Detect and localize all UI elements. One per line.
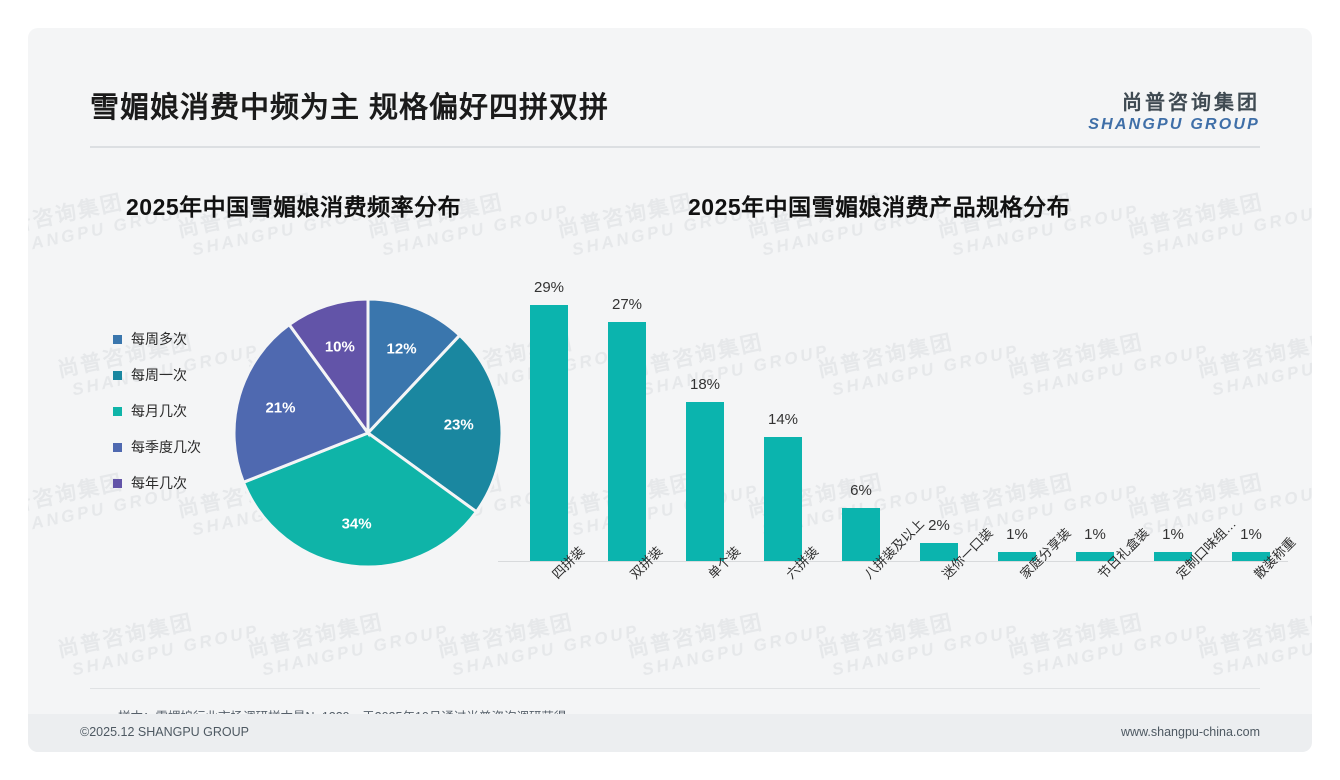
bar-value-label: 1%	[1006, 526, 1028, 544]
pie-slice-value-label: 21%	[265, 400, 295, 417]
footnote-divider	[90, 688, 1260, 689]
bar-chart-column: 1% 家庭分享装	[978, 278, 1074, 582]
legend-color-swatch	[113, 442, 122, 452]
bar-value-label: 2%	[928, 517, 950, 535]
pie-slice[interactable]	[366, 297, 462, 437]
bar-value-label: 14%	[767, 411, 799, 429]
legend-item-label: 每季度几次	[131, 439, 201, 455]
bar-chart-column: 6% 八拼装及以上	[822, 278, 927, 582]
pie-chart-graphic: 12% 23% 34% 21% 10%	[223, 288, 513, 578]
bar-value-label: 18%	[689, 375, 721, 393]
pie-slice-value-label: 34%	[342, 515, 372, 532]
bar-rect[interactable]	[1232, 552, 1270, 561]
bar-rect[interactable]	[686, 401, 724, 561]
pie-legend-item[interactable]: 每年几次	[113, 465, 253, 501]
legend-color-swatch	[113, 334, 122, 344]
legend-item-label: 每周一次	[131, 367, 187, 383]
bar-value-label: 29%	[533, 278, 565, 296]
pie-slice-value-label: 12%	[387, 340, 417, 357]
bar-chart-column: 29% 四拼装	[510, 278, 588, 582]
bar-chart-axis-line	[498, 561, 1288, 562]
bar-rect[interactable]	[764, 437, 802, 561]
header-divider	[90, 146, 1260, 148]
legend-color-swatch	[113, 406, 122, 416]
logo-english-text: SHANGPU GROUP	[1088, 116, 1260, 133]
bar-value-label: 27%	[611, 296, 643, 314]
pie-legend-item[interactable]: 每月几次	[113, 393, 253, 429]
bar-value-label: 1%	[1240, 526, 1262, 544]
website-link[interactable]: www.shangpu-china.com	[1121, 725, 1260, 739]
pie-slice[interactable]	[232, 322, 371, 485]
pie-slice[interactable]	[241, 431, 479, 569]
legend-color-swatch	[113, 478, 122, 488]
pie-legend: 每周多次每周一次每月几次每季度几次每年几次	[113, 321, 253, 501]
brand-logo: 尚普咨询集团 SHANGPU GROUP	[1088, 86, 1260, 134]
bar-value-label: 1%	[1084, 526, 1106, 544]
bar-rect[interactable]	[530, 304, 568, 561]
slide-footer: ©2025.12 SHANGPU GROUP www.shangpu-china…	[28, 714, 1312, 752]
bar-value-label: 6%	[850, 481, 872, 499]
bar-chart-column: 1% 节日礼盒装	[1056, 278, 1152, 582]
bar-chart-panel: 29% 四拼装 27% 双拼装 18% 单个装 14% 六拼装 6% 八拼装及以上 2% 迷你一口装 1…	[498, 278, 1299, 648]
bar-rect[interactable]	[920, 543, 958, 561]
bar-chart-column: 27% 双拼装	[588, 278, 666, 582]
bar-chart-column: 14% 六拼装	[744, 278, 822, 582]
pie-slice[interactable]	[365, 333, 504, 514]
pie-chart-panel: 每周多次每周一次每月几次每季度几次每年几次 12% 23% 34% 21% 10%	[68, 283, 548, 583]
bar-chart-column: 18% 单个装	[666, 278, 744, 582]
slide-canvas: 尚普咨询集团 SHANGPU GROUP 尚普咨询集团 SHANGPU GROUP 尚普…	[28, 28, 1312, 752]
bar-rect[interactable]	[842, 507, 880, 561]
bar-rect[interactable]	[1076, 552, 1114, 561]
bar-rect[interactable]	[998, 552, 1036, 561]
page-title: 雪媚娘消费中频为主 规格偏好四拼双拼	[90, 92, 610, 124]
bar-rect[interactable]	[1154, 552, 1192, 561]
legend-color-swatch	[113, 370, 122, 380]
logo-chinese-text: 尚普咨询集团	[1122, 92, 1260, 114]
bar-value-label: 1%	[1162, 526, 1184, 544]
bar-chart-column: 1% 散装称重	[1212, 278, 1299, 582]
bar-chart-column: 1% 定制口味组…	[1134, 278, 1239, 582]
pie-slice-value-label: 10%	[325, 338, 355, 355]
legend-item-label: 每周多次	[131, 331, 187, 347]
slide-header: 雪媚娘消费中频为主 规格偏好四拼双拼 尚普咨询集团 SHANGPU GROUP	[28, 28, 1312, 133]
pie-legend-item[interactable]: 每季度几次	[113, 429, 253, 465]
pie-legend-item[interactable]: 每周多次	[113, 321, 253, 357]
bar-rect[interactable]	[608, 322, 646, 561]
pie-slice[interactable]	[287, 297, 370, 438]
legend-item-label: 每月几次	[131, 403, 187, 419]
pie-chart-title: 2025年中国雪媚娘消费频率分布	[126, 194, 462, 220]
copyright-text: ©2025.12 SHANGPU GROUP	[80, 725, 249, 739]
bar-chart-column: 2% 迷你一口装	[900, 278, 996, 582]
pie-slice-value-label: 23%	[444, 416, 474, 433]
pie-legend-item[interactable]: 每周一次	[113, 357, 253, 393]
legend-item-label: 每年几次	[131, 475, 187, 491]
bar-chart-title: 2025年中国雪媚娘消费产品规格分布	[688, 194, 1071, 220]
